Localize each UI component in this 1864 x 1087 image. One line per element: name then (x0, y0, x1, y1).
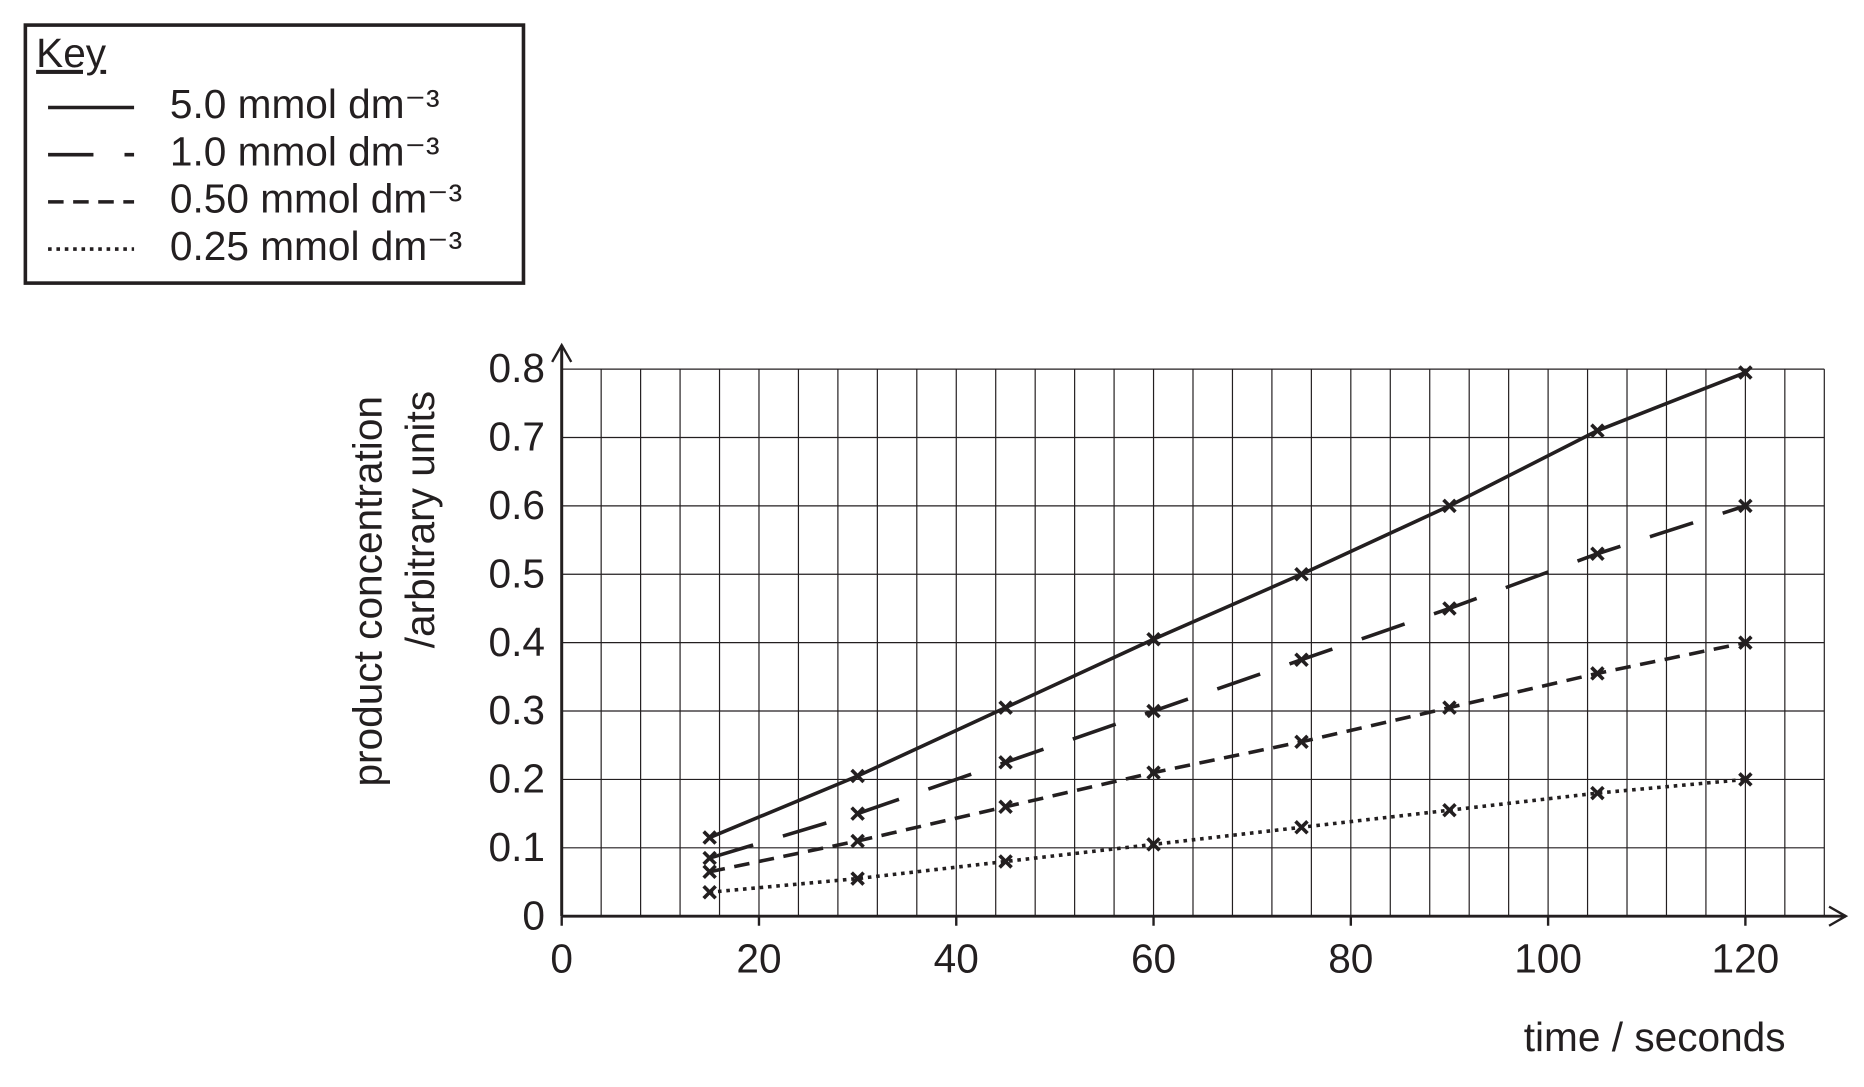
legend-title: Key (36, 30, 107, 76)
y-tick-label: 0.8 (489, 345, 545, 391)
data-point (1590, 546, 1605, 561)
data-point (850, 871, 865, 886)
data-point (998, 755, 1013, 770)
y-tick-label: 0.6 (489, 482, 545, 528)
data-point (702, 864, 717, 879)
data-point (1738, 635, 1753, 650)
data-point (702, 885, 717, 900)
data-point (1294, 652, 1309, 667)
data-point (850, 806, 865, 821)
y-tick-label: 0.4 (489, 619, 545, 665)
legend-label: 0.50 mmol dm⁻³ (170, 176, 462, 222)
data-point (1146, 765, 1161, 780)
series-line (708, 370, 1747, 840)
legend-label: 5.0 mmol dm⁻³ (170, 81, 440, 127)
data-point (850, 768, 865, 784)
y-tick-label: 0.1 (489, 824, 545, 870)
x-tick-label: 20 (736, 935, 781, 981)
data-point (1294, 734, 1309, 750)
legend-label: 1.0 mmol dm⁻³ (170, 128, 440, 174)
y-tick-label: 0.7 (489, 414, 545, 460)
x-tick-label: 120 (1712, 935, 1780, 981)
data-point (702, 830, 717, 845)
x-tick-label: 0 (550, 935, 573, 981)
data-point (850, 833, 865, 849)
data-point (1442, 700, 1457, 715)
legend-label: 0.25 mmol dm⁻³ (170, 223, 462, 269)
y-axis-label: /arbitrary units (397, 391, 443, 648)
data-point (998, 854, 1013, 869)
data-point (1738, 772, 1753, 787)
data-point (1738, 498, 1753, 514)
x-axis-arrow (1828, 905, 1849, 927)
series-line (709, 640, 1746, 874)
data-point (1442, 601, 1457, 616)
x-tick-label: 100 (1514, 935, 1582, 981)
legend-box (23, 23, 526, 285)
x-tick-label: 60 (1131, 935, 1176, 981)
y-tick-label: 0 (522, 892, 545, 938)
y-tick-label: 0.5 (489, 550, 545, 596)
x-tick-label: 80 (1328, 935, 1373, 981)
data-point (998, 700, 1013, 715)
data-point (998, 799, 1013, 815)
y-tick-label: 0.2 (489, 756, 545, 802)
data-point (1146, 703, 1161, 719)
data-point (1590, 666, 1605, 681)
data-point (1590, 423, 1605, 438)
data-point (1738, 365, 1753, 380)
x-axis-label: time / seconds (1524, 1014, 1786, 1060)
data-point (1442, 498, 1457, 514)
data-point (1590, 785, 1605, 801)
data-point (1442, 802, 1457, 818)
data-point (1146, 837, 1161, 852)
series-line (709, 504, 1746, 860)
y-tick-label: 0.3 (489, 687, 545, 733)
data-point (702, 850, 717, 866)
x-tick-label: 40 (934, 935, 979, 981)
data-point (1294, 567, 1309, 582)
data-point (1146, 631, 1161, 647)
y-axis-arrow (551, 342, 573, 363)
data-point (1294, 820, 1309, 835)
y-axis-label: product concentration (344, 396, 390, 787)
series-line (709, 777, 1746, 895)
